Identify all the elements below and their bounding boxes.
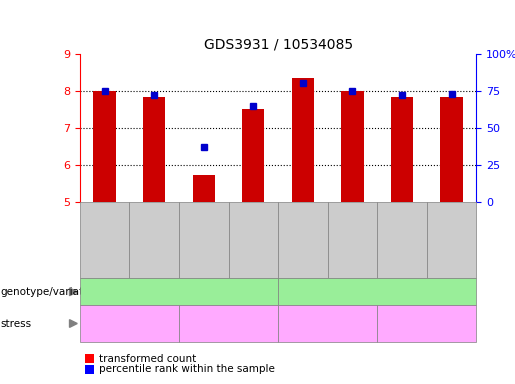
Text: transformed count: transformed count bbox=[99, 354, 197, 364]
Text: GSM751511: GSM751511 bbox=[249, 212, 258, 268]
Text: GSM751508: GSM751508 bbox=[100, 212, 109, 268]
Text: control: control bbox=[114, 319, 145, 328]
Bar bbox=[391, 97, 413, 202]
Bar bbox=[341, 91, 364, 202]
Polygon shape bbox=[70, 288, 77, 296]
Text: genotype/variation: genotype/variation bbox=[0, 287, 99, 297]
Bar bbox=[93, 91, 116, 202]
Text: percentile rank within the sample: percentile rank within the sample bbox=[99, 364, 276, 374]
Bar bbox=[242, 109, 265, 202]
Bar bbox=[193, 175, 215, 202]
Text: GSM751509: GSM751509 bbox=[150, 212, 159, 268]
Text: control: control bbox=[312, 319, 344, 328]
Bar bbox=[291, 78, 314, 202]
Text: adrenergic
phenylephrine: adrenergic phenylephrine bbox=[394, 314, 460, 333]
Text: adrenergic
phenylephrine: adrenergic phenylephrine bbox=[196, 314, 262, 333]
Bar bbox=[440, 97, 463, 202]
Text: GSM751515: GSM751515 bbox=[447, 212, 456, 268]
Text: stress: stress bbox=[0, 318, 31, 329]
Text: GSM751513: GSM751513 bbox=[348, 212, 357, 268]
Text: GSM751510: GSM751510 bbox=[199, 212, 208, 268]
Text: wild type: wild type bbox=[153, 287, 204, 297]
Title: GDS3931 / 10534085: GDS3931 / 10534085 bbox=[203, 37, 353, 51]
Bar bbox=[143, 98, 165, 202]
Polygon shape bbox=[70, 319, 77, 327]
Text: GSM751512: GSM751512 bbox=[298, 213, 307, 267]
Text: Gata4-S105A mutant: Gata4-S105A mutant bbox=[318, 287, 436, 297]
Text: GSM751514: GSM751514 bbox=[398, 213, 406, 267]
